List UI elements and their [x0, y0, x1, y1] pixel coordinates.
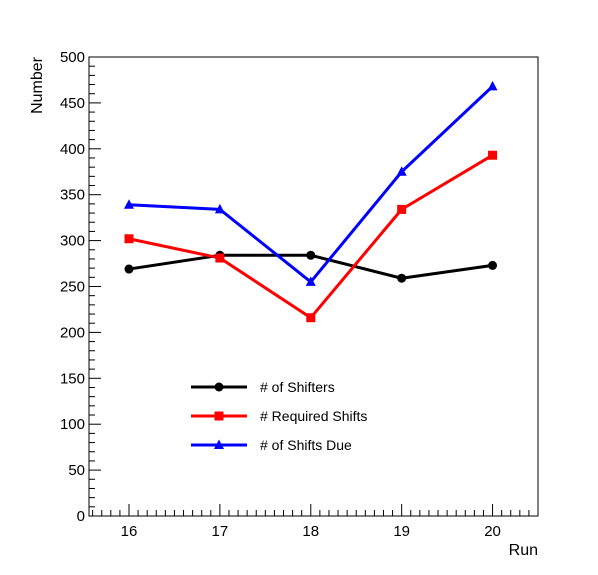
x-tick-label: 17: [212, 523, 229, 540]
legend: # of Shifters # Required Shifts # of Shift…: [191, 379, 367, 453]
y-axis-title: Number: [29, 56, 46, 114]
x-axis: 16 17 18 19 20: [92, 504, 539, 540]
y-tick-label: 50: [68, 462, 85, 479]
legend-marker: [214, 411, 224, 421]
y-tick-label: 150: [60, 370, 85, 387]
legend-label: # of Shifters: [260, 379, 335, 395]
data-point: [488, 260, 498, 270]
x-axis-title: Run: [509, 542, 538, 559]
data-point: [123, 199, 134, 209]
y-tick-label: 300: [60, 233, 85, 250]
data-point: [397, 204, 407, 214]
legend-label: # of Shifts Due: [260, 437, 352, 453]
data-point: [306, 250, 316, 260]
x-tick-label: 18: [302, 523, 319, 540]
legend-item-2: # Required Shifts: [191, 408, 367, 424]
legend-item-3: # of Shifts Due: [191, 437, 352, 453]
series-3: [123, 80, 498, 286]
y-tick-label: 350: [60, 187, 85, 204]
x-tick-label: 16: [121, 523, 138, 540]
y-tick-label: 200: [60, 324, 85, 341]
y-tick-label: 500: [60, 49, 85, 66]
data-point: [124, 234, 134, 244]
x-tick-label: 19: [393, 523, 410, 540]
series-layer: [123, 80, 498, 323]
y-axis: 0 50 100 150 200 250 300 350 400 450 500: [60, 49, 101, 525]
legend-marker: [214, 439, 224, 449]
data-point: [306, 313, 316, 323]
y-tick-label: 0: [77, 508, 85, 525]
y-tick-label: 250: [60, 279, 85, 296]
y-tick-label: 450: [60, 95, 85, 112]
data-point: [396, 166, 407, 176]
data-point: [487, 80, 498, 91]
series-line: [128, 153, 494, 320]
y-tick-label: 100: [60, 416, 85, 433]
data-point: [488, 150, 498, 160]
data-point: [214, 203, 225, 214]
legend-marker: [214, 382, 224, 392]
legend-item-1: # of Shifters: [191, 379, 335, 395]
x-tick-label: 20: [484, 523, 501, 540]
data-point: [215, 253, 225, 263]
data-point: [397, 273, 407, 283]
data-point: [124, 264, 134, 274]
series-1: [124, 250, 498, 283]
series-2: [124, 150, 498, 323]
data-point: [305, 276, 316, 286]
legend-label: # Required Shifts: [260, 408, 367, 424]
y-tick-label: 400: [60, 141, 85, 158]
